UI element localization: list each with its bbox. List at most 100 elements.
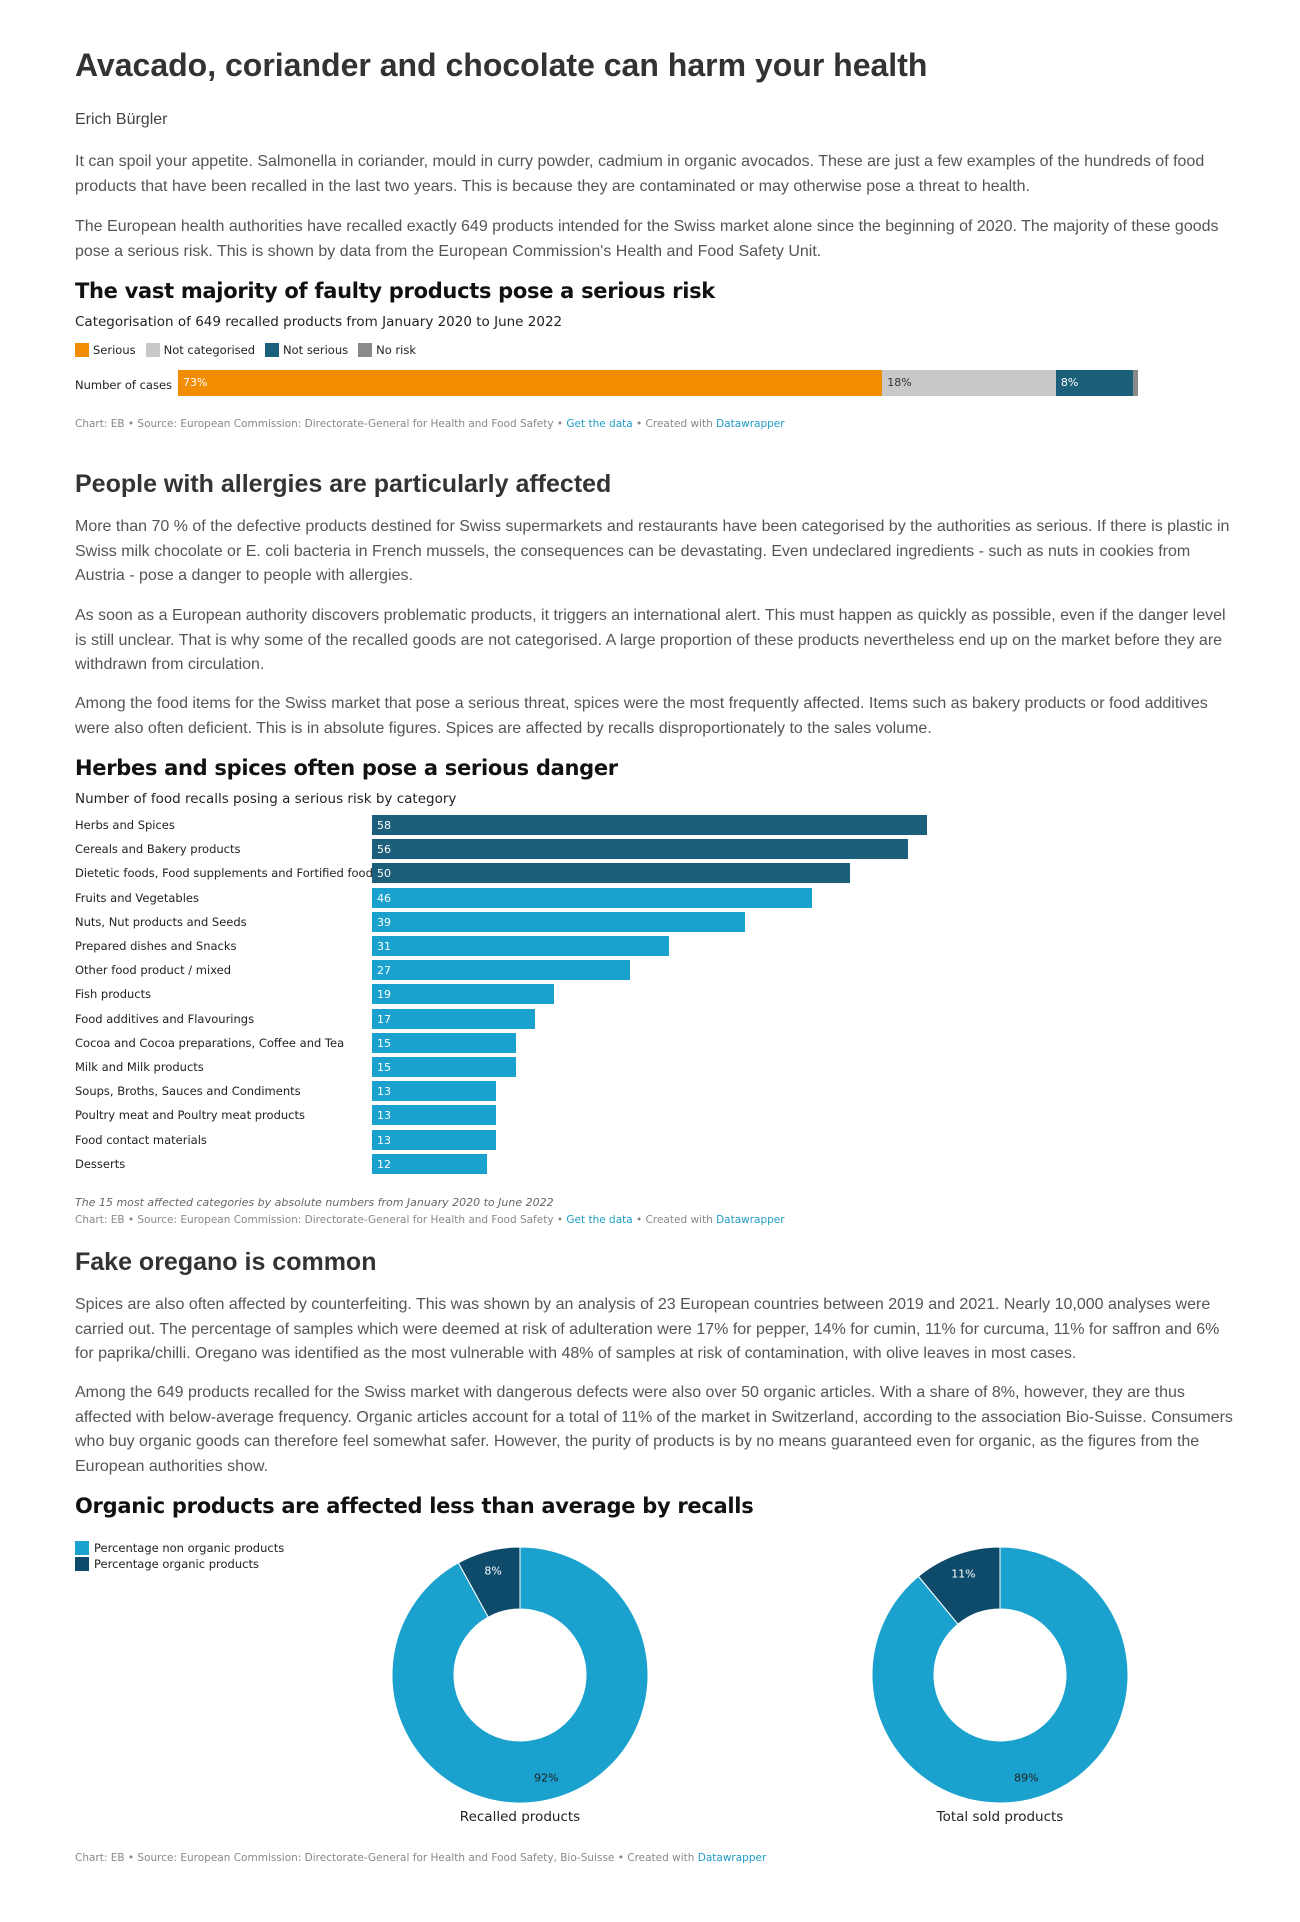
bar-value-label: 13 (377, 1109, 391, 1123)
legend-label-not-categorised: Not categorised (163, 343, 256, 357)
bar: 27 (372, 960, 631, 981)
bar-category-label: Soups, Broths, Sauces and Condiments (75, 1084, 301, 1099)
bar-row: Food contact materials 13 (75, 1129, 1235, 1150)
legend-label-not-serious: Not serious (283, 343, 349, 357)
donut-total-sold-products: 11% 89% (871, 1546, 1129, 1804)
bar-row: Dietetic foods, Food supplements and For… (75, 863, 1235, 884)
stack-segment-not-categorised: 18% (882, 370, 1056, 396)
stack-segment-not-serious: 8% (1055, 370, 1133, 396)
bar-category-label: Poultry meat and Poultry meat products (75, 1108, 305, 1123)
bar: 15 (372, 1032, 516, 1053)
bar-row: Herbs and Spices 58 (75, 815, 1235, 835)
donut-slice-non-organic (871, 1546, 1129, 1804)
bar-category-label: Fruits and Vegetables (75, 890, 199, 905)
article-title: Avacado, coriander and chocolate can har… (75, 47, 928, 83)
chart1-legend: Serious Not categorised Not serious No risk (75, 343, 426, 357)
bar: 12 (372, 1153, 487, 1174)
section2-paragraph-3: Among the food items for the Swiss marke… (75, 695, 1208, 737)
bar: 15 (372, 1057, 516, 1077)
bar: 13 (372, 1081, 497, 1102)
chart1-footer-source: Chart: EB • Source: European Commission:… (75, 418, 567, 430)
bar-category-label: Desserts (75, 1156, 126, 1171)
legend-label-serious: Serious (93, 343, 136, 357)
bar: 58 (372, 815, 927, 835)
donut-value-label: 89% (1014, 1772, 1038, 1785)
chart1-legend-item-serious: Serious (75, 343, 136, 357)
bar-value-label: 46 (377, 891, 391, 905)
bar-category-label: Dietetic foods, Food supplements and For… (75, 866, 379, 881)
chart3-footer: Chart: EB • Source: European Commission:… (75, 1852, 766, 1864)
chart3-legend-item-organic: Percentage organic products (75, 1556, 284, 1572)
bar-category-label: Milk and Milk products (75, 1060, 204, 1074)
stack-segment-serious: 73% (178, 370, 883, 396)
chart3-legend: Percentage non organic products Percenta… (75, 1540, 284, 1572)
legend-swatch-not-serious (265, 343, 280, 357)
chart2-subtitle: Number of food recalls posing a serious … (75, 791, 457, 807)
bar-category-label: Food additives and Flavourings (75, 1011, 255, 1026)
intro-paragraph-2: The European health authorities have rec… (75, 218, 1219, 260)
chart1-footer: Chart: EB • Source: European Commission:… (75, 418, 785, 430)
bar-value-label: 39 (377, 915, 391, 929)
chart1-datawrapper-link[interactable]: Datawrapper (716, 418, 785, 430)
donut-value-label: 92% (534, 1772, 558, 1785)
chart1-row-label: Number of cases (75, 378, 173, 392)
legend-swatch-non-organic (75, 1541, 89, 1555)
bar-value-label: 12 (377, 1157, 391, 1171)
legend-swatch-organic (75, 1557, 89, 1571)
chart2-footer: Chart: EB • Source: European Commission:… (75, 1214, 785, 1226)
section2-paragraph-2: As soon as a European authority discover… (75, 607, 1226, 673)
donut-recalled-products: 8% 92% (391, 1546, 649, 1804)
chart2-get-data-link[interactable]: Get the data (566, 1214, 633, 1226)
bar-value-label: 15 (377, 1061, 391, 1074)
bar-category-label: Food contact materials (75, 1132, 207, 1147)
bar-category-label: Prepared dishes and Snacks (75, 939, 237, 953)
bar-value-label: 56 (377, 843, 391, 857)
legend-label-no-risk: No risk (376, 343, 416, 357)
bar-category-label: Cereals and Bakery products (75, 842, 241, 857)
chart3-footer-source: Chart: EB • Source: European Commission:… (75, 1852, 698, 1864)
donut-value-label: 8% (484, 1564, 501, 1577)
donut-value-label: 11% (951, 1567, 975, 1580)
bar-category-label: Other food product / mixed (75, 963, 232, 978)
section-heading-oregano: Fake oregano is common (75, 1248, 377, 1276)
chart1-legend-item-not-categorised: Not categorised (145, 343, 256, 357)
bar-category-label: Cocoa and Cocoa preparations, Coffee and… (75, 1035, 345, 1050)
section-heading-allergies: People with allergies are particularly a… (75, 470, 612, 498)
chart3-title: Organic products are affected less than … (75, 1494, 754, 1518)
chart3-datawrapper-link[interactable]: Datawrapper (697, 1852, 767, 1864)
bar-category-label: Fish products (75, 987, 152, 1002)
donut-label-recalled: Recalled products (459, 1809, 581, 1825)
bar-row: Other food product / mixed 27 (75, 960, 1235, 981)
author-name: Erich Bürgler (75, 111, 168, 128)
bar: 31 (372, 936, 669, 956)
section3-paragraph-2: Among the 649 products recalled for the … (75, 1384, 1233, 1475)
bar-row: Prepared dishes and Snacks 31 (75, 936, 1235, 956)
legend-swatch-not-categorised (145, 343, 160, 357)
bar-value-label: 19 (377, 988, 391, 1002)
legend-swatch-no-risk (358, 343, 373, 357)
bar-row: Poultry meat and Poultry meat products 13 (75, 1105, 1235, 1126)
bar-value-label: 58 (377, 819, 391, 832)
stack-segment-no-risk (1133, 370, 1138, 396)
bar-category-label: Nuts, Nut products and Seeds (75, 914, 247, 929)
bar: 46 (372, 887, 813, 908)
bar-row: Soups, Broths, Sauces and Condiments 13 (75, 1081, 1235, 1102)
chart1-get-data-link[interactable]: Get the data (566, 418, 633, 430)
bar-row: Desserts 12 (75, 1153, 1235, 1174)
section2-paragraph-1: More than 70 % of the defective products… (75, 518, 1230, 584)
bar-value-label: 17 (377, 1012, 391, 1026)
chart2-title: Herbes and spices often pose a serious d… (75, 756, 618, 780)
bar-row: Fruits and Vegetables 46 (75, 887, 1235, 908)
chart2-footer-source: Chart: EB • Source: European Commission:… (75, 1214, 567, 1226)
donut-label-total-sold: Total sold products (936, 1809, 1064, 1825)
chart2-datawrapper-link[interactable]: Datawrapper (716, 1214, 785, 1226)
chart2-footer-created: • Created with (632, 1214, 717, 1226)
bar-row: Nuts, Nut products and Seeds 39 (75, 911, 1235, 932)
bar-category-label: Herbs and Spices (75, 818, 175, 832)
chart3-legend-item-non-organic: Percentage non organic products (75, 1540, 284, 1556)
bar-value-label: 31 (377, 940, 391, 953)
legend-label-organic: Percentage organic products (94, 1557, 259, 1571)
chart1-legend-item-no-risk: No risk (358, 343, 416, 357)
bar-row: Milk and Milk products 15 (75, 1057, 1235, 1077)
bar-value-label: 27 (377, 964, 391, 978)
